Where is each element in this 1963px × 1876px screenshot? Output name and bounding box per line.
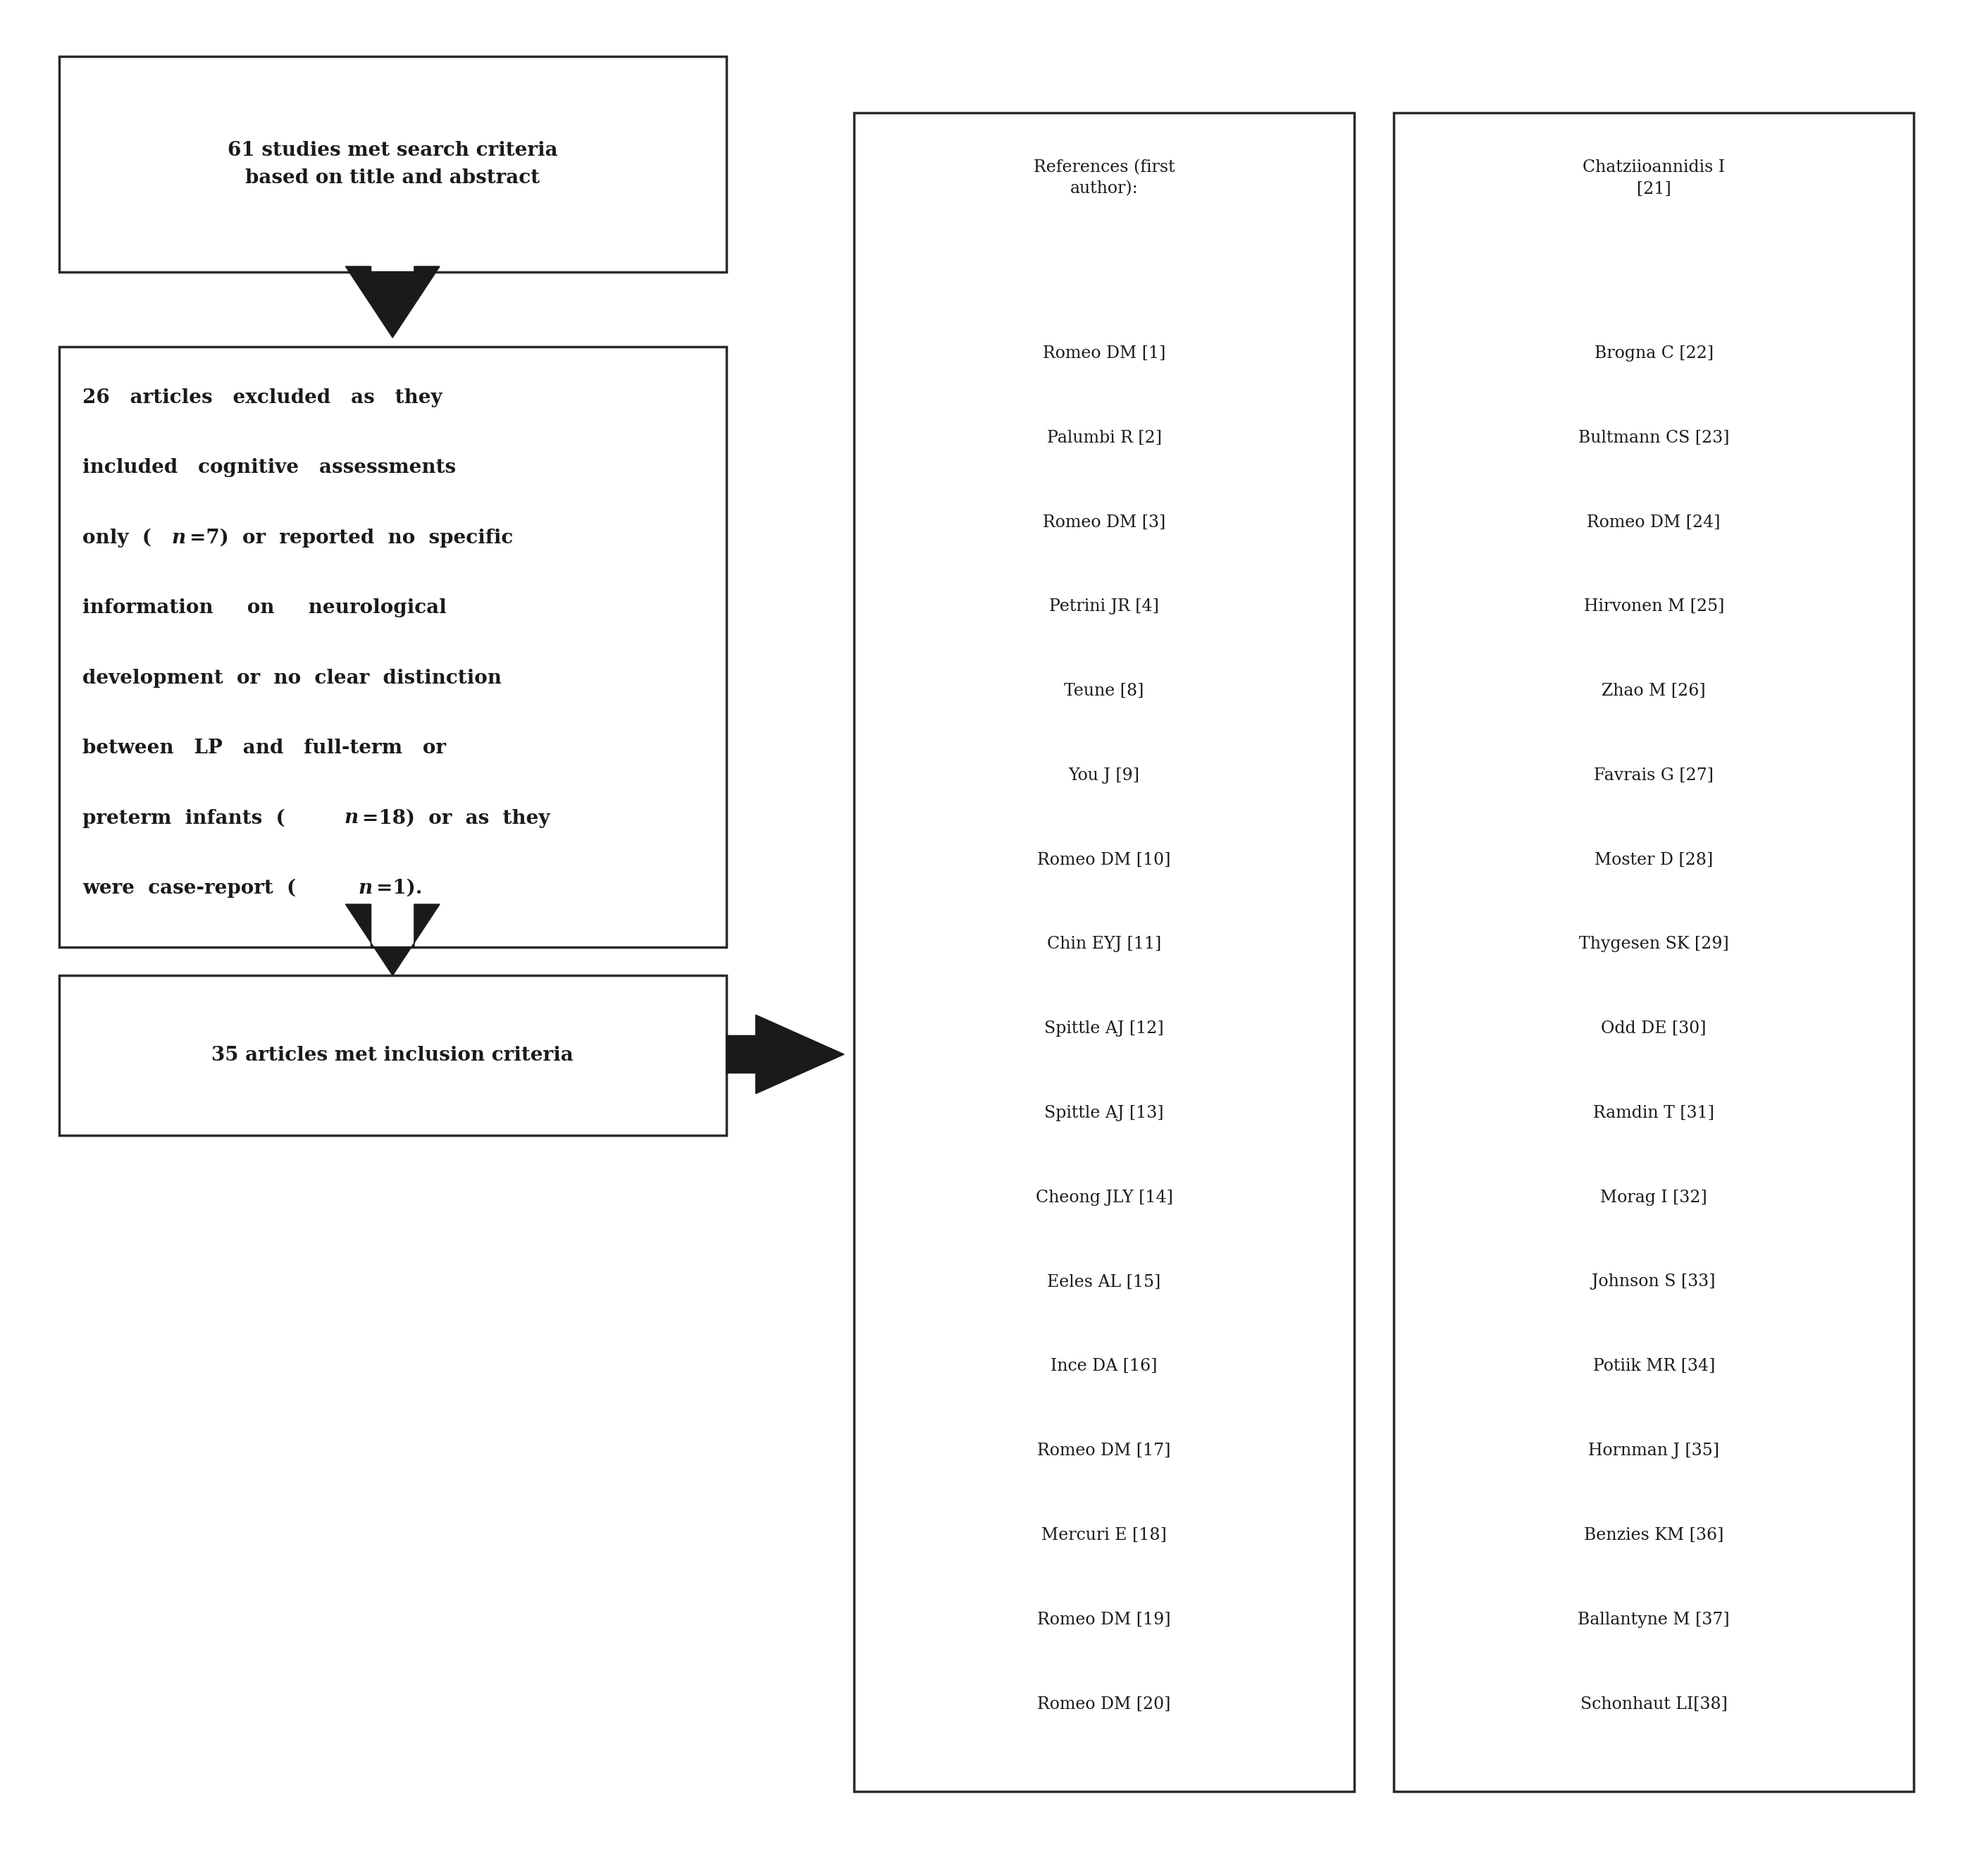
Text: Favrais G [27]: Favrais G [27] [1594,767,1714,784]
Text: =18)  or  as  they: =18) or as they [363,809,550,827]
Text: Romeo DM [17]: Romeo DM [17] [1038,1443,1170,1460]
Text: Hornman J [35]: Hornman J [35] [1588,1443,1720,1460]
Text: Eeles AL [15]: Eeles AL [15] [1048,1274,1160,1291]
Text: You J [9]: You J [9] [1068,767,1141,784]
Text: n: n [344,809,357,827]
FancyBboxPatch shape [854,113,1354,1792]
Text: Chin EYJ [11]: Chin EYJ [11] [1046,936,1162,953]
Text: Romeo DM [10]: Romeo DM [10] [1038,852,1170,869]
Text: Benzies KM [36]: Benzies KM [36] [1584,1527,1724,1544]
Text: References (first
author):: References (first author): [1033,159,1176,197]
Text: Bultmann CS [23]: Bultmann CS [23] [1578,430,1729,446]
Text: Romeo DM [3]: Romeo DM [3] [1042,514,1166,531]
Text: Brogna C [22]: Brogna C [22] [1594,345,1714,362]
Text: development  or  no  clear  distinction: development or no clear distinction [82,668,503,687]
Text: Thygesen SK [29]: Thygesen SK [29] [1578,936,1729,953]
Text: Spittle AJ [13]: Spittle AJ [13] [1044,1105,1164,1122]
FancyBboxPatch shape [59,56,726,272]
Text: Petrini JR [4]: Petrini JR [4] [1050,598,1158,615]
Text: =7)  or  reported  no  specific: =7) or reported no specific [190,529,512,548]
Polygon shape [345,266,440,338]
Polygon shape [345,904,440,976]
Text: Cheong JLY [14]: Cheong JLY [14] [1036,1189,1172,1206]
FancyBboxPatch shape [59,347,726,947]
Text: Romeo DM [24]: Romeo DM [24] [1586,514,1722,531]
Text: Schonhaut LI[38]: Schonhaut LI[38] [1580,1696,1727,1713]
Text: Romeo DM [19]: Romeo DM [19] [1036,1611,1172,1628]
Text: information     on     neurological: information on neurological [82,598,446,617]
Text: Romeo DM [20]: Romeo DM [20] [1038,1696,1170,1713]
Text: preterm  infants  (: preterm infants ( [82,809,285,827]
Text: =1).: =1). [377,878,422,897]
Text: Mercuri E [18]: Mercuri E [18] [1042,1527,1166,1544]
FancyBboxPatch shape [1394,113,1914,1792]
Text: Chatziioannidis I
[21]: Chatziioannidis I [21] [1582,159,1725,197]
Text: Potiik MR [34]: Potiik MR [34] [1592,1358,1716,1375]
Text: n: n [357,878,373,897]
Text: Ramdin T [31]: Ramdin T [31] [1594,1105,1714,1122]
Text: Ince DA [16]: Ince DA [16] [1050,1358,1158,1375]
Text: Moster D [28]: Moster D [28] [1594,852,1714,869]
Polygon shape [726,1015,844,1094]
Text: included   cognitive   assessments: included cognitive assessments [82,458,455,477]
Text: Palumbi R [2]: Palumbi R [2] [1046,430,1162,446]
Text: were  case-report  (: were case-report ( [82,878,296,899]
Text: n: n [171,529,186,548]
Text: Zhao M [26]: Zhao M [26] [1602,683,1706,700]
Text: 61 studies met search criteria
based on title and abstract: 61 studies met search criteria based on … [228,141,557,188]
Text: 35 articles met inclusion criteria: 35 articles met inclusion criteria [212,1045,573,1066]
Text: Johnson S [33]: Johnson S [33] [1592,1274,1716,1291]
Text: Romeo DM [1]: Romeo DM [1] [1042,345,1166,362]
Text: Hirvonen M [25]: Hirvonen M [25] [1584,598,1724,615]
Text: Morag I [32]: Morag I [32] [1600,1189,1708,1206]
FancyBboxPatch shape [59,976,726,1135]
Text: 26   articles   excluded   as   they: 26 articles excluded as they [82,388,442,407]
Text: Spittle AJ [12]: Spittle AJ [12] [1044,1021,1164,1037]
Text: only  (: only ( [82,529,151,548]
Text: between   LP   and   full-term   or: between LP and full-term or [82,739,446,758]
Text: Odd DE [30]: Odd DE [30] [1602,1021,1706,1037]
Text: Teune [8]: Teune [8] [1064,683,1144,700]
Text: Ballantyne M [37]: Ballantyne M [37] [1578,1611,1729,1628]
